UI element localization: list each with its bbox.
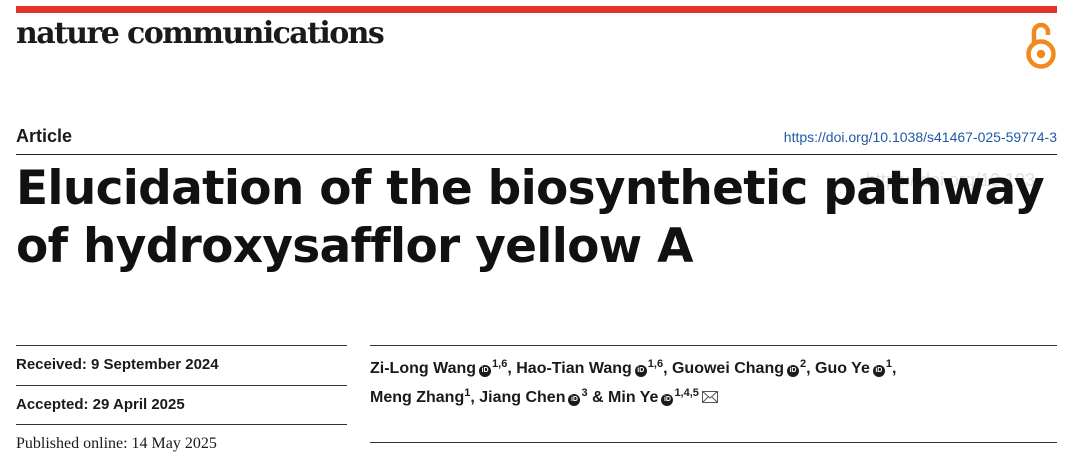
author[interactable]: Hao-Tian Wang iD1,6, <box>516 358 672 377</box>
orcid-icon[interactable]: iD <box>786 365 799 377</box>
affiliation-number: 1 <box>885 358 892 370</box>
author-separator: , <box>507 360 517 377</box>
orcid-icon[interactable]: iD <box>872 365 885 377</box>
author-name[interactable]: Guo Ye <box>815 360 870 377</box>
author[interactable]: Guowei Chang iD2, <box>671 358 815 377</box>
doi-link[interactable]: https://doi.org/10.1038/s41467-025-59774… <box>783 129 1057 145</box>
journal-name[interactable]: nature communications <box>16 16 385 51</box>
author-name[interactable]: Jiang Chen <box>479 389 566 406</box>
author-line-2: Meng Zhang1, Jiang Chen iD3 & Min Ye iD1,4… <box>370 381 1057 410</box>
affiliation-number: 3 <box>581 387 588 399</box>
author-name[interactable]: Hao-Tian Wang <box>516 360 632 377</box>
author-name[interactable]: Min Ye <box>608 389 659 406</box>
author-separator: , <box>663 360 672 377</box>
envelope-icon[interactable] <box>701 391 718 403</box>
author-line-1: Zi-Long Wang iD1,6, Hao-Tian Wang iD1,6, G… <box>370 352 1057 381</box>
author[interactable]: Guo Ye iD1, <box>815 358 897 377</box>
published-date: Published online: 14 May 2025 <box>16 435 217 452</box>
author-separator: , <box>470 389 480 406</box>
author-name[interactable]: Zi-Long Wang <box>370 360 477 377</box>
author[interactable]: Meng Zhang1, <box>370 387 480 406</box>
affiliation-number: 1,6 <box>647 358 664 370</box>
journal-accent-bar <box>16 6 1057 13</box>
affiliation-number: 1,6 <box>492 358 508 370</box>
author-name[interactable]: Meng Zhang <box>370 389 465 406</box>
author-ampersand: & <box>587 389 609 406</box>
article-dates: Received: 9 September 2024 Accepted: 29 … <box>16 345 347 425</box>
orcid-icon[interactable]: iD <box>661 394 674 406</box>
affiliation-number: 1 <box>464 387 471 399</box>
header-divider <box>16 154 1057 155</box>
accepted-date: Accepted: 29 April 2025 <box>16 385 347 425</box>
author[interactable]: Zi-Long Wang iD1,6, <box>370 358 517 377</box>
affiliation-number: 2 <box>799 358 807 370</box>
author-name[interactable]: Guowei Chang <box>671 360 784 377</box>
orcid-icon[interactable]: iD <box>634 365 647 377</box>
open-access-lock-icon[interactable] <box>1023 19 1059 71</box>
author-list: Zi-Long Wang iD1,6, Hao-Tian Wang iD1,6, G… <box>370 345 1057 443</box>
affiliation-number: 1,4,5 <box>674 387 699 399</box>
article-title: Elucidation of the biosynthetic pathway … <box>16 161 1045 274</box>
orcid-icon[interactable]: iD <box>479 365 492 377</box>
author[interactable]: Min Ye iD1,4,5 <box>608 387 699 406</box>
received-date: Received: 9 September 2024 <box>16 345 347 385</box>
orcid-icon[interactable]: iD <box>568 394 581 406</box>
author[interactable]: Jiang Chen iD3 <box>479 387 588 406</box>
author-separator: , <box>891 360 897 377</box>
author-separator: , <box>806 360 815 377</box>
article-type-label: Article <box>16 126 73 146</box>
doi-watermark: https://doi.org/10.103 <box>866 170 1036 190</box>
